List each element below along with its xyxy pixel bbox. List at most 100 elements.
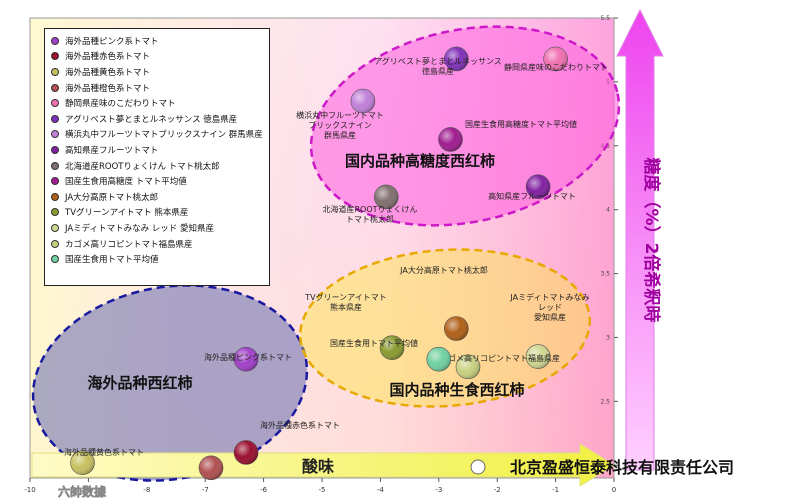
bubble-shade: [456, 354, 480, 379]
x-axis-label: 酸味: [302, 457, 334, 476]
legend-item: JA大分高原トマト桃太郎: [51, 189, 263, 205]
legend-swatch: [51, 223, 59, 232]
watermark-left: 六帥数據: [58, 484, 107, 499]
y-axis-label: 糖度（%）2倍希釈時: [641, 158, 662, 323]
wechat-icon: [470, 459, 486, 475]
bubble-shade: [438, 127, 463, 152]
bubble-label: 横浜丸中フルーツトマトブリックスナイン群馬県産: [296, 110, 384, 140]
cluster-label: 国内品种高糖度西红柿: [345, 152, 495, 170]
legend-swatch: [51, 255, 59, 264]
x-tick-label: -8: [143, 486, 150, 494]
x-tick-label: 0: [612, 486, 616, 494]
bubble-shade: [234, 440, 259, 465]
bubble-shade: [526, 174, 551, 199]
bubble-shade: [543, 46, 568, 71]
legend-swatch: [51, 114, 59, 123]
bubble-shade: [526, 344, 551, 369]
bubble-label: 海外品種赤色系トマト: [260, 420, 340, 430]
legend-swatch: [51, 99, 59, 108]
bubble-shade: [444, 46, 469, 71]
bubble-shade: [234, 347, 259, 372]
legend-item: TVグリーンアイトマト 熊本県産: [51, 205, 263, 221]
legend-item: 静岡県産味のこだわりトマト: [51, 95, 263, 111]
legend-item: 国産生食用高糖度 トマト平均値: [51, 173, 263, 189]
bubble-shade: [380, 335, 405, 360]
legend-swatch: [51, 83, 59, 92]
cluster-label: 海外品种西红柿: [87, 374, 192, 392]
legend-swatch: [51, 208, 59, 217]
x-tick-label: -10: [24, 486, 35, 494]
legend-swatch: [51, 177, 59, 186]
bubble-label: 国産生食用高糖度トマト平均値: [465, 119, 577, 129]
legend-label: JA大分高原トマト桃太郎: [65, 192, 159, 203]
bubble-shade: [374, 184, 399, 209]
legend-item: 海外品種赤色系トマト: [51, 49, 263, 65]
x-tick-label: -9: [85, 486, 92, 494]
legend-label: 国産生食用高糖度 トマト平均値: [65, 177, 187, 188]
legend-item: 海外品種橙色系トマト: [51, 80, 263, 96]
legend-item: 海外品種ピンク系トマト: [51, 33, 263, 49]
legend-label: 海外品種赤色系トマト: [65, 52, 151, 63]
x-tick-label: -7: [202, 486, 209, 494]
legend-label: 海外品種橙色系トマト: [65, 83, 151, 94]
x-axis-arrow: [31, 443, 615, 487]
bubble-label: JAミディトマトみなみレッド愛知県産: [509, 292, 589, 322]
legend-label: JAミディトマトみなみ レッド 愛知県産: [65, 223, 214, 234]
y-tick-label: 2.5: [600, 398, 610, 405]
legend-label: 海外品種黄色系トマト: [65, 67, 151, 78]
legend-swatch: [51, 52, 59, 61]
watermark-right: 北京盈盛恒泰科技有限责任公司: [510, 458, 734, 477]
x-tick-label: -5: [319, 486, 326, 494]
x-tick-label: -6: [260, 486, 268, 494]
bubble-label: 海外品種黄色系トマト: [64, 447, 144, 457]
bubble-shade: [350, 89, 375, 114]
x-tick-label: -1: [552, 486, 559, 494]
legend-label: 国産生食用トマト平均値: [65, 255, 159, 266]
legend-item: 北海道産ROOTりょくけん トマト桃太郎: [51, 158, 263, 174]
bubble-shade: [199, 455, 224, 480]
legend-label: カゴメ高リコピントマト福島県産: [65, 239, 193, 250]
legend-item: カゴメ高リコピントマト福島県産: [51, 236, 263, 252]
y-tick-label: 3.5: [600, 271, 610, 278]
chart-legend: 海外品種ピンク系トマト 海外品種赤色系トマト 海外品種黄色系トマト 海外品種橙色系トマ…: [44, 28, 270, 286]
bubble-label: 高知県産フルーツトマト: [488, 191, 576, 201]
legend-item: 海外品種黄色系トマト: [51, 64, 263, 80]
legend-swatch: [51, 130, 59, 139]
legend-label: TVグリーンアイトマト 熊本県産: [65, 208, 189, 219]
legend-item: JAミディトマトみなみ レッド 愛知県産: [51, 220, 263, 236]
y-tick-label: 4: [606, 207, 610, 214]
legend-item: 高知県産フルーツトマト: [51, 142, 263, 158]
legend-label: 海外品種ピンク系トマト: [65, 36, 159, 47]
y-tick-label: 3: [606, 334, 610, 341]
legend-label: 北海道産ROOTりょくけん トマト桃太郎: [65, 161, 220, 172]
legend-item: 横浜丸中フルーツトマトブリックスナイン 群馬県産: [51, 127, 263, 143]
legend-item: 国産生食用トマト平均値: [51, 251, 263, 267]
legend-swatch: [51, 239, 59, 248]
legend-label: 横浜丸中フルーツトマトブリックスナイン 群馬県産: [65, 130, 263, 141]
legend-label: 静岡県産味のこだわりトマト: [65, 99, 176, 110]
bubble-shade: [426, 347, 451, 372]
legend-label: 高知県産フルーツトマト: [65, 145, 159, 156]
legend-swatch: [51, 145, 59, 154]
legend-swatch: [51, 161, 59, 170]
legend-swatch: [51, 36, 59, 45]
bubble-label: 海外品種ピンク系トマト: [204, 352, 292, 362]
legend-item: アグリベスト夢とまとルネッサンス 徳島県産: [51, 111, 263, 127]
bubble-label: 北海道産ROOTりょくけんトマト桃太郎: [322, 204, 417, 224]
bubble-label: 静岡県産味のこだわりトマト: [504, 62, 608, 72]
legend-swatch: [51, 67, 59, 76]
legend-swatch: [51, 192, 59, 201]
bubble-label: TVグリーンアイトマト熊本県産: [304, 292, 387, 312]
bubble-label: JA大分高原トマト桃太郎: [399, 265, 488, 275]
bubble-shade: [70, 450, 95, 475]
bubble-label: 国産生食用トマト平均値: [330, 338, 418, 348]
legend-label: アグリベスト夢とまとルネッサンス 徳島県産: [65, 114, 238, 125]
cluster-ellipse: [31, 284, 309, 482]
x-tick-label: -2: [494, 486, 501, 494]
y-axis-arrow: [616, 8, 664, 471]
x-tick-label: -4: [377, 486, 385, 494]
cluster-label: 国内品种生食西红柿: [389, 381, 524, 399]
y-tick-label: 5.5: [600, 15, 610, 22]
x-tick-label: -3: [435, 486, 442, 494]
